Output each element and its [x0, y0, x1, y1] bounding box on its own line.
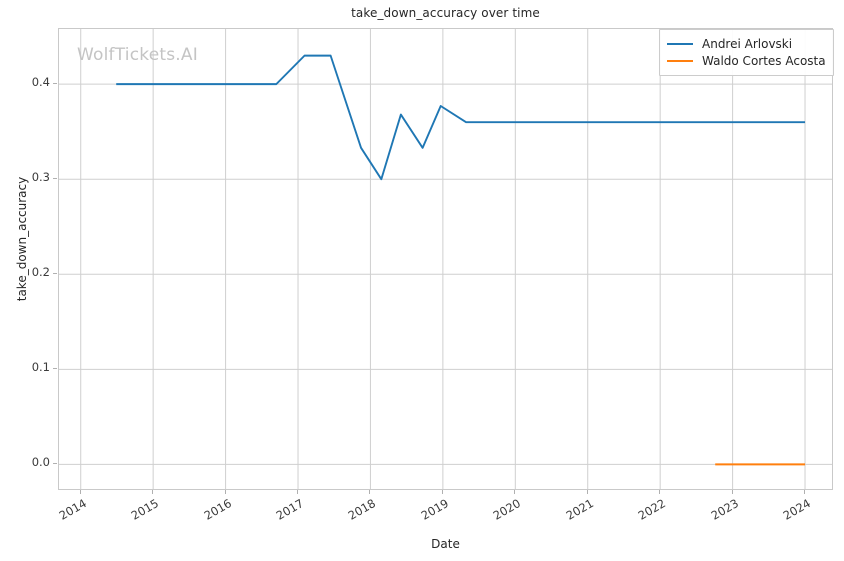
legend-label: Waldo Cortes Acosta — [702, 53, 826, 68]
legend-color-swatch — [667, 59, 693, 62]
y-tick-mark — [53, 273, 57, 275]
x-tick-mark — [514, 490, 516, 494]
watermark: WolfTickets.AI — [77, 45, 198, 65]
x-tick-label: 2014 — [56, 496, 89, 523]
x-tick-label: 2017 — [273, 496, 307, 523]
x-tick-label: 2021 — [563, 496, 596, 523]
x-tick-label: 2016 — [201, 496, 234, 523]
y-tick-mark — [53, 178, 57, 180]
x-tick-mark — [152, 490, 154, 494]
x-tick-label: 2022 — [635, 496, 669, 523]
x-tick-label: 2015 — [128, 496, 162, 523]
y-axis-label: take_down_accuracy — [15, 176, 29, 302]
y-tick-label: 0.4 — [31, 75, 50, 90]
y-tick-mark — [53, 368, 57, 370]
x-tick-label: 2020 — [490, 496, 524, 523]
y-tick-label: 0.3 — [31, 170, 50, 185]
data-series-layer — [116, 54, 806, 466]
y-tick-mark — [53, 83, 57, 85]
x-tick-mark — [659, 490, 661, 494]
x-tick-mark — [731, 490, 733, 494]
x-tick-mark — [369, 490, 371, 494]
x-tick-mark — [441, 490, 443, 494]
legend-item: Andrei Arlovski — [667, 35, 826, 52]
x-tick-label: 2018 — [346, 496, 379, 523]
x-tick-mark — [297, 490, 299, 494]
grid-lines — [59, 29, 832, 489]
plot-area: WolfTickets.AI — [58, 28, 833, 490]
y-tick-label: 0.0 — [31, 455, 50, 470]
x-tick-label: 2024 — [780, 496, 814, 523]
x-tick-mark — [224, 490, 226, 494]
y-axis-ticks: 0.0 0.1 0.2 0.3 0.4 — [0, 28, 57, 490]
y-tick-label: 0.2 — [31, 265, 50, 280]
chart-legend: Andrei Arlovski Waldo Cortes Acosta — [659, 29, 834, 76]
series-line-0 — [116, 54, 806, 181]
x-tick-label: 2023 — [708, 496, 741, 523]
legend-label: Andrei Arlovski — [702, 36, 793, 51]
chart-title: take_down_accuracy over time — [351, 6, 540, 20]
y-tick-label: 0.1 — [31, 360, 50, 375]
legend-item: Waldo Cortes Acosta — [667, 52, 826, 69]
y-tick-mark — [53, 463, 57, 465]
x-axis-ticks: 2014 2015 2016 2017 2018 2019 2020 2021 2022 2023… — [56, 490, 833, 540]
x-tick-mark — [804, 490, 806, 494]
x-tick-label: 2019 — [418, 496, 451, 523]
x-tick-mark — [586, 490, 588, 494]
x-tick-mark — [79, 490, 81, 494]
legend-color-swatch — [667, 42, 693, 45]
x-axis-label: Date — [431, 537, 460, 551]
